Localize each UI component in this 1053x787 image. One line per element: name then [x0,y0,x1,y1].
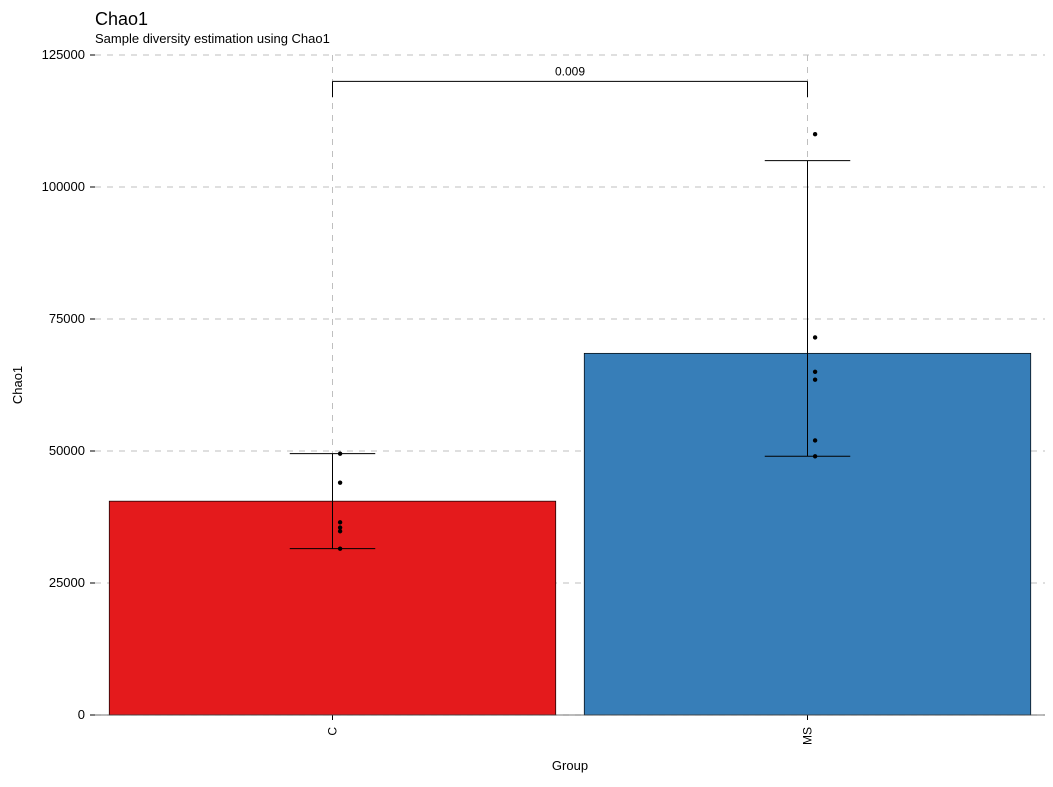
chart-title: Chao1 [95,9,148,29]
ytick-25000: 25000 [49,575,85,590]
y-axis-label: Chao1 [10,366,25,404]
ytick-125000: 125000 [42,47,85,62]
x-axis-label: Group [552,758,588,773]
xtick-C: C [326,727,340,736]
xtick-MS: MS [801,727,815,745]
ytick-50000: 50000 [49,443,85,458]
chao1-bar-chart: Chao1 Sample diversity estimation using C… [0,0,1053,787]
ytick-0: 0 [78,707,85,722]
ytick-75000: 75000 [49,311,85,326]
chart-subtitle: Sample diversity estimation using Chao1 [95,31,330,46]
chart-container: Chao1 Sample diversity estimation using C… [0,0,1053,787]
p-value-label: 0.009 [555,64,585,78]
ytick-100000: 100000 [42,179,85,194]
